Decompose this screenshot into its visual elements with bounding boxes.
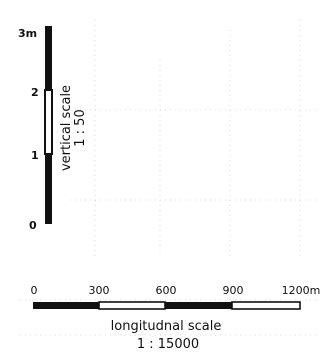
vertical-scale-label: vertical scale [59,85,74,171]
vertical-tick-label: 2 [31,86,39,99]
background-speckle [20,20,320,336]
longitudinal-tick-label: 900 [223,284,244,297]
longitudinal-bar-segment-900-1200 [231,301,301,310]
longitudinal-scale-ratio: 1 : 15000 [137,337,199,352]
longitudinal-scale-label: longitudnal scale [111,319,222,334]
vertical-bar-segment-1-2 [44,89,53,155]
longitudinal-bar-segment-300-600 [98,301,166,310]
vertical-tick-label: 1 [31,149,39,162]
longitudinal-tick-label: 1200m [282,284,321,297]
vertical-tick-label: 0 [29,219,37,232]
longitudinal-bar-segment-600-900 [165,302,232,309]
vertical-bar-segment-2-3 [45,26,52,90]
longitudinal-tick-label: 600 [156,284,177,297]
vertical-scale-ratio: 1 : 50 [73,109,88,146]
vertical-scale-bar [44,26,53,224]
longitudinal-tick-label: 0 [31,284,38,297]
longitudinal-bar-segment-0-300 [33,302,99,309]
vertical-tick-label: 3m [18,27,37,40]
longitudinal-scale-bar [33,301,301,310]
vertical-bar-segment-0-1 [45,154,52,224]
longitudinal-tick-label: 300 [89,284,110,297]
